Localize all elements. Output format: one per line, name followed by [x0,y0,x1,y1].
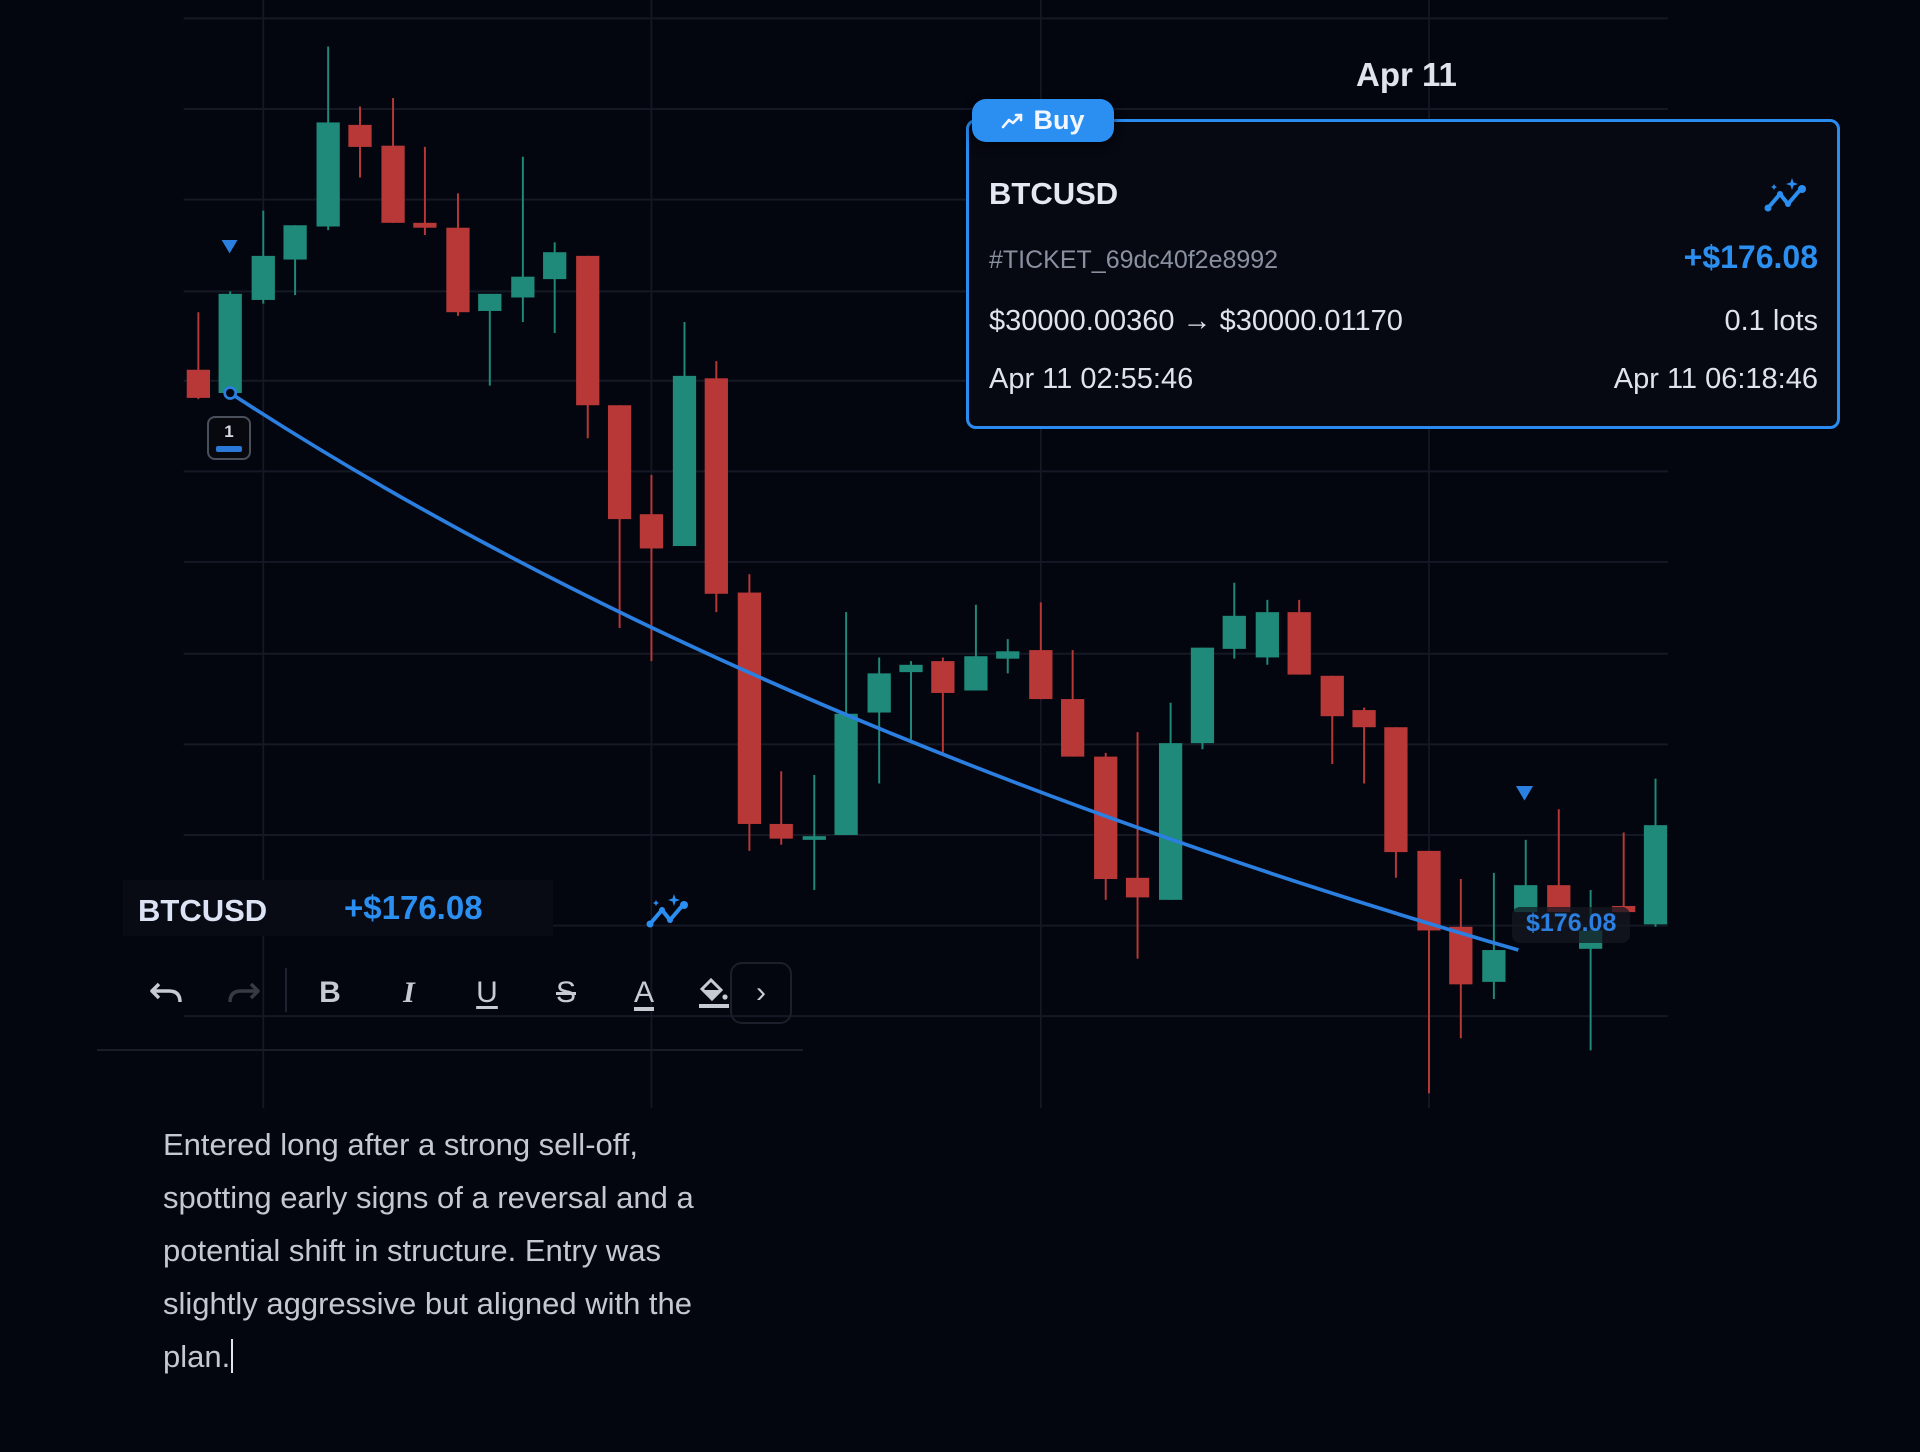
open-time: Apr 11 02:55:46 [989,363,1194,395]
note-content: Entered long after a strong sell-off, sp… [163,1127,694,1374]
editor-header [123,880,553,936]
formatting-toolbar: B I U S A › [130,960,800,1026]
text-color-button[interactable]: A [633,976,654,1009]
editor-divider [97,1049,803,1051]
entry-exit-prices: $30000.00360 → $30000.01170 [989,305,1403,337]
redo-icon [228,982,260,1003]
underline-button[interactable]: U [476,976,498,1009]
date-axis-label: Apr 11 [1356,56,1457,93]
entry-point-marker[interactable] [223,386,238,400]
trade-path-line [229,391,1519,952]
trade-number: 1 [224,422,234,441]
trade-number-badge[interactable]: 1 [207,416,251,460]
undo-icon [150,982,182,1003]
buy-badge-label: Buy [1033,105,1085,135]
card-pnl: +$176.08 [1683,239,1818,275]
ai-chart-sparkle-icon[interactable] [644,892,696,932]
entry-arrow-icon [221,239,238,254]
ai-chart-sparkle-icon[interactable] [1762,176,1814,216]
close-time: Apr 11 06:18:46 [1613,363,1818,395]
more-tools-button[interactable]: › [730,962,792,1024]
card-symbol: BTCUSD [989,176,1119,211]
exit-pnl-label: $176.08 [1512,907,1631,943]
exit-arrow-icon [1515,785,1534,801]
redo-button[interactable] [218,960,270,1026]
note-textarea[interactable]: Entered long after a strong sell-off, sp… [163,1118,753,1383]
text-caret [231,1339,234,1373]
candles [186,46,1668,1094]
editor-pnl: +$176.08 [344,889,483,926]
strikethrough-button[interactable]: S [555,976,576,1009]
editor-symbol: BTCUSD [138,893,268,928]
italic-button[interactable]: I [403,976,415,1009]
undo-button[interactable] [140,960,192,1026]
toolbar-separator [285,968,287,1012]
buy-badge: Buy [972,99,1114,142]
trade-number-underline [216,446,242,452]
trend-up-icon [1002,113,1023,128]
bold-button[interactable]: B [319,976,341,1009]
paint-bucket-icon [699,977,729,1008]
trade-card[interactable] [966,119,1840,429]
highlight-color-button[interactable] [688,960,740,1026]
lot-size: 0.1 lots [1724,305,1819,337]
ticket-id: #TICKET_69dc40f2e8992 [989,246,1279,274]
